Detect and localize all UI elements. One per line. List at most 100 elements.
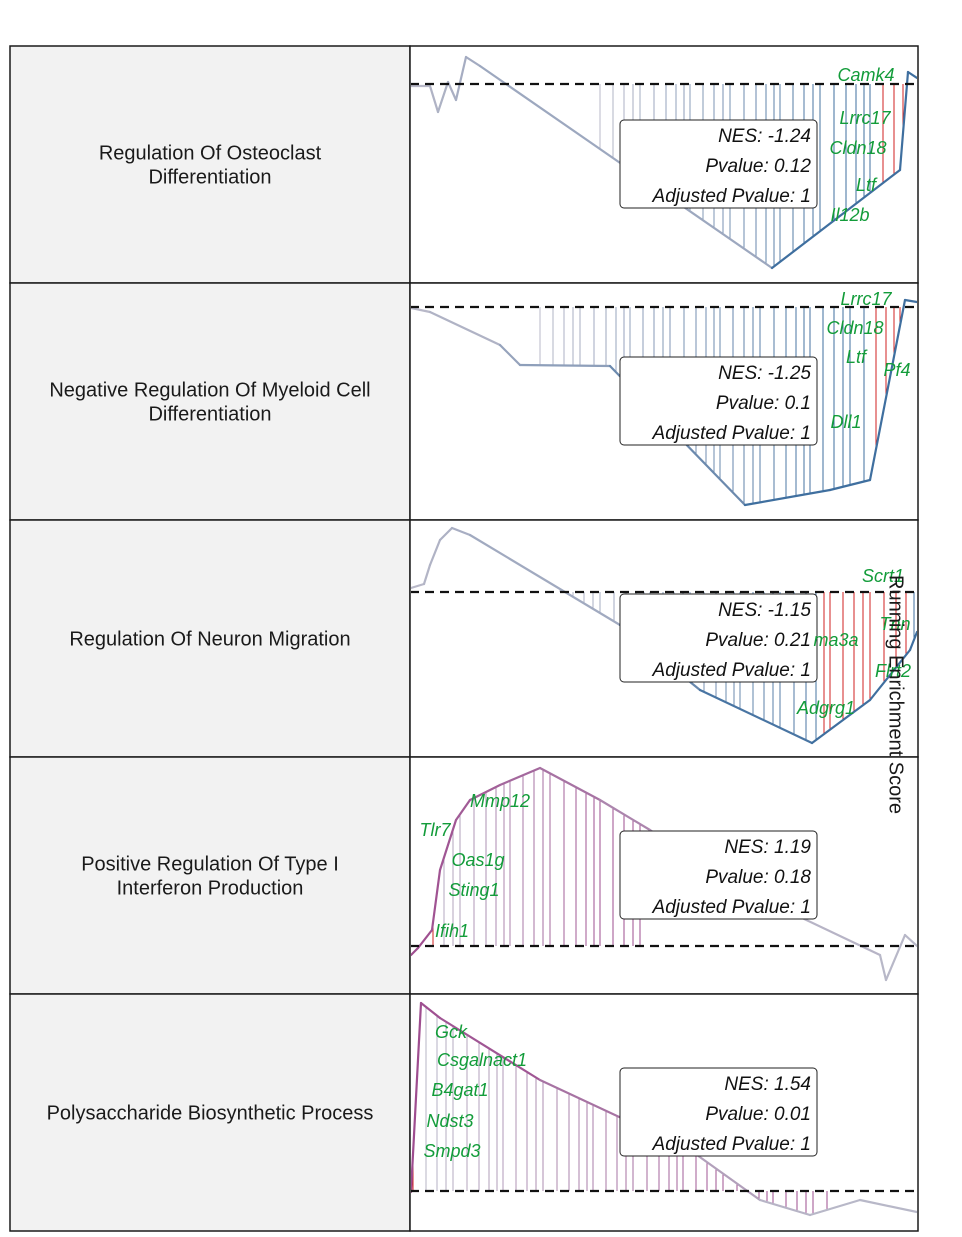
running-score-segment <box>464 55 482 68</box>
gene-label: Pf4 <box>883 360 910 380</box>
gene-label: Adgrg1 <box>796 698 855 718</box>
plot-area: NES: -1.24 Pvalue: 0.12 Adjusted Pvalue: 1… <box>411 55 917 270</box>
running-score-segment <box>518 363 612 368</box>
running-score-segment <box>430 868 442 932</box>
gene-label: Cldn18 <box>826 318 883 338</box>
stats-box <box>619 119 818 209</box>
running-score-segment <box>828 478 872 492</box>
y-axis-label: Running Enrichment Score <box>884 575 907 814</box>
running-score-segment <box>906 70 917 80</box>
panel-4: Positive Regulation Of Type IInterferon … <box>9 756 919 995</box>
running-score-segment <box>868 298 907 482</box>
gene-label: Csgalnact1 <box>437 1050 527 1070</box>
term-label: Differentiation <box>148 404 271 426</box>
gene-label: Lrrc17 <box>839 108 891 128</box>
plot-area: NES: -1.15 Pvalue: 0.21 Adjusted Pvalue: 1… <box>411 526 917 745</box>
nes-value: NES: 1.54 <box>724 1074 811 1095</box>
pvalue-value: Pvalue: 0.18 <box>705 867 811 888</box>
term-cell <box>9 45 411 284</box>
running-score-segment <box>808 1198 862 1217</box>
gene-label: Ltf <box>856 175 878 195</box>
running-score-segment <box>450 526 472 537</box>
term-cell <box>9 993 411 1232</box>
nes-value: NES: 1.19 <box>724 837 811 858</box>
adjusted-pvalue-value: Adjusted Pvalue: 1 <box>652 897 811 918</box>
gene-label: Sting1 <box>448 880 499 900</box>
gene-label: Dll1 <box>830 412 861 432</box>
panel-2: Negative Regulation Of Myeloid CellDiffe… <box>9 282 919 521</box>
plot-area: NES: 1.19 Pvalue: 0.18 Adjusted Pvalue: 1 M… <box>411 766 917 982</box>
gene-label: B4gat1 <box>431 1080 488 1100</box>
pvalue-value: Pvalue: 0.01 <box>705 1104 811 1125</box>
plot-area: NES: 1.54 Pvalue: 0.01 Adjusted Pvalue: 1 G… <box>411 1001 917 1217</box>
nes-value: NES: -1.15 <box>718 600 811 621</box>
plot-cell <box>409 756 919 995</box>
running-score-segment <box>868 648 912 702</box>
gene-label: Ltf <box>846 347 868 367</box>
running-score-segment <box>454 798 472 822</box>
plot-area: NES: -1.25 Pvalue: 0.1 Adjusted Pvalue: 1 L… <box>411 289 917 507</box>
running-score-segment <box>411 582 426 590</box>
panel-3: Regulation Of Neuron Migration NES: -1.15… <box>9 519 919 758</box>
running-score-segment <box>411 946 420 957</box>
running-score-segment <box>884 933 907 982</box>
running-score-segment <box>770 168 902 270</box>
running-score-segment <box>438 526 454 542</box>
running-score-segment <box>810 698 872 745</box>
running-score-segment <box>698 688 814 745</box>
running-score-segment <box>498 343 522 367</box>
running-score-segment <box>454 55 468 102</box>
gene-label: Mmp12 <box>470 791 530 811</box>
running-score-segment <box>758 1198 812 1217</box>
gene-label: Ndst3 <box>426 1111 473 1131</box>
gene-label: Gck <box>435 1022 468 1042</box>
gene-label: Scrt1 <box>862 566 904 586</box>
running-score-segment <box>438 818 458 872</box>
gene-label: Smpd3 <box>423 1141 480 1161</box>
running-score-segment <box>436 80 450 114</box>
running-score-segment <box>411 306 432 314</box>
running-score-segment <box>411 1001 423 1194</box>
adjusted-pvalue-value: Adjusted Pvalue: 1 <box>652 186 811 207</box>
gene-label: Lrrc17 <box>840 289 892 309</box>
adjusted-pvalue-value: Adjusted Pvalue: 1 <box>652 660 811 681</box>
running-score-segment <box>428 310 502 347</box>
term-cell <box>9 282 411 521</box>
term-label: Negative Regulation Of Myeloid Cell <box>49 380 370 402</box>
stats-box <box>619 593 818 683</box>
term-cell <box>9 756 411 995</box>
running-score-segment <box>878 953 888 982</box>
running-score-segment <box>422 563 432 586</box>
term-label: Differentiation <box>148 167 271 189</box>
gene-label: Il12b <box>830 205 869 225</box>
running-score-segment <box>428 538 442 567</box>
running-score-segment <box>428 84 440 114</box>
running-score-segment <box>419 1001 442 1020</box>
term-label: Positive Regulation Of Type I <box>81 854 339 876</box>
nes-value: NES: -1.24 <box>718 126 811 147</box>
gene-label: Ifih1 <box>435 921 469 941</box>
running-score-segment <box>468 533 622 627</box>
stats-box <box>619 356 818 446</box>
pvalue-value: Pvalue: 0.12 <box>705 156 811 177</box>
nes-value: NES: -1.25 <box>718 363 811 384</box>
running-score-segment <box>858 1198 917 1214</box>
gene-label: Tnn <box>879 614 910 634</box>
gene-label: Oas1g <box>451 850 504 870</box>
running-score-segment <box>903 298 917 304</box>
running-score-segment <box>598 798 652 832</box>
gene-label: Tlr7 <box>420 820 452 840</box>
term-label: Regulation Of Neuron Migration <box>69 629 350 651</box>
adjusted-pvalue-value: Adjusted Pvalue: 1 <box>652 1134 811 1155</box>
running-score-segment <box>908 630 917 652</box>
running-score-segment <box>498 766 542 787</box>
stats-box <box>619 1067 818 1157</box>
running-score-segment <box>438 1016 542 1082</box>
gene-label: Cldn18 <box>829 138 886 158</box>
adjusted-pvalue-value: Adjusted Pvalue: 1 <box>652 423 811 444</box>
gene-label: ma3a <box>813 630 858 650</box>
stats-box <box>619 830 818 920</box>
pvalue-value: Pvalue: 0.1 <box>716 393 811 414</box>
